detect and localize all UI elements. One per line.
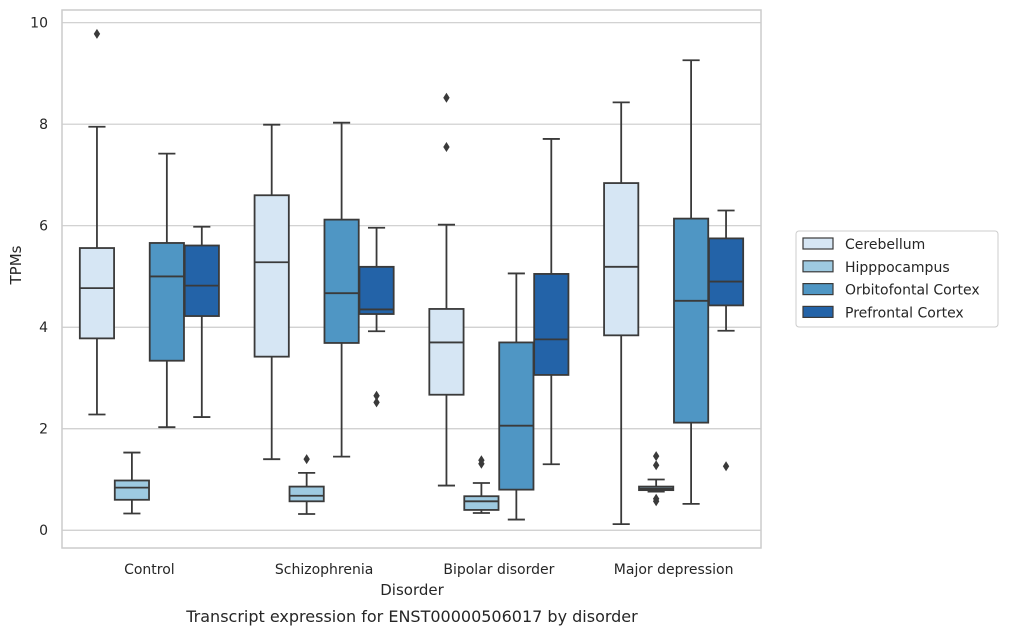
box-0-1 [113,451,150,515]
box-3-1 [638,451,675,507]
outlier-point [303,454,310,465]
legend-label: Prefrontal Cortex [845,305,964,321]
box-0-2 [148,152,185,429]
box-2-0 [428,92,465,487]
x-tick-labels: Control Schizophrenia Bipolar disorder Majo… [124,562,733,578]
box-body [498,341,535,491]
box-1-2 [323,121,360,458]
outlier-point [373,390,380,401]
chart-caption: Transcript expression for ENST0000050601… [185,607,638,626]
y-tick-label: 6 [39,219,48,235]
box-3-3 [708,209,745,472]
box-2-2 [498,272,535,521]
legend-label: Hipppocampus [845,260,950,276]
x-axis-label: Disorder [380,581,444,599]
legend-swatch [802,283,834,296]
box-0-0 [78,28,115,416]
box-body [78,247,115,340]
box-body [428,308,465,396]
y-tick-label: 2 [39,422,48,438]
box-1-3 [358,226,395,408]
legend-label: Orbitofontal Cortex [845,283,980,299]
box-body [323,218,360,344]
outlier-point [478,455,485,466]
outlier-point [652,460,660,471]
box-body [253,194,290,358]
box-body [148,242,185,362]
box-body [533,273,570,376]
box-body [463,495,500,511]
legend-swatch [802,260,834,273]
outlier-point [722,461,730,472]
outlier-point [652,451,660,462]
outlier-point [652,493,660,504]
y-axis-label: TPMs [7,245,25,285]
box-body [358,265,395,315]
box-body [708,237,745,307]
box-0-3 [183,225,220,418]
outlier-point [443,92,450,103]
box-2-1 [463,455,500,514]
box-2-3 [533,138,570,466]
box-1-0 [253,123,290,461]
box-body [288,485,325,503]
box-3-2 [673,59,710,505]
plot-frame [61,9,762,549]
y-tick-label: 10 [30,16,48,32]
legend: Cerebellum Hipppocampus Orbitofontal Corte… [795,230,999,328]
box-3-0 [603,101,640,526]
y-tick-label: 4 [39,320,48,336]
outlier-point [93,28,101,39]
y-tick-labels: 0 2 4 6 8 10 [30,16,48,540]
boxes [78,28,745,526]
x-tick-label: Major depression [614,562,734,578]
x-tick-label: Control [124,562,175,578]
y-tick-label: 0 [39,523,48,539]
box-body [673,217,710,424]
x-tick-label: Schizophrenia [275,562,373,578]
y-tick-label: 8 [39,117,48,133]
outlier-point [373,397,380,408]
box-body [113,479,150,501]
x-tick-label: Bipolar disorder [443,562,554,578]
legend-label: Cerebellum [845,237,925,253]
box-1-1 [288,454,325,515]
legend-swatch [802,305,834,318]
legend-frame [795,230,999,328]
legend-swatch [802,237,834,250]
outlier-point [443,142,450,153]
box-body [603,182,640,337]
box-body [183,244,220,317]
